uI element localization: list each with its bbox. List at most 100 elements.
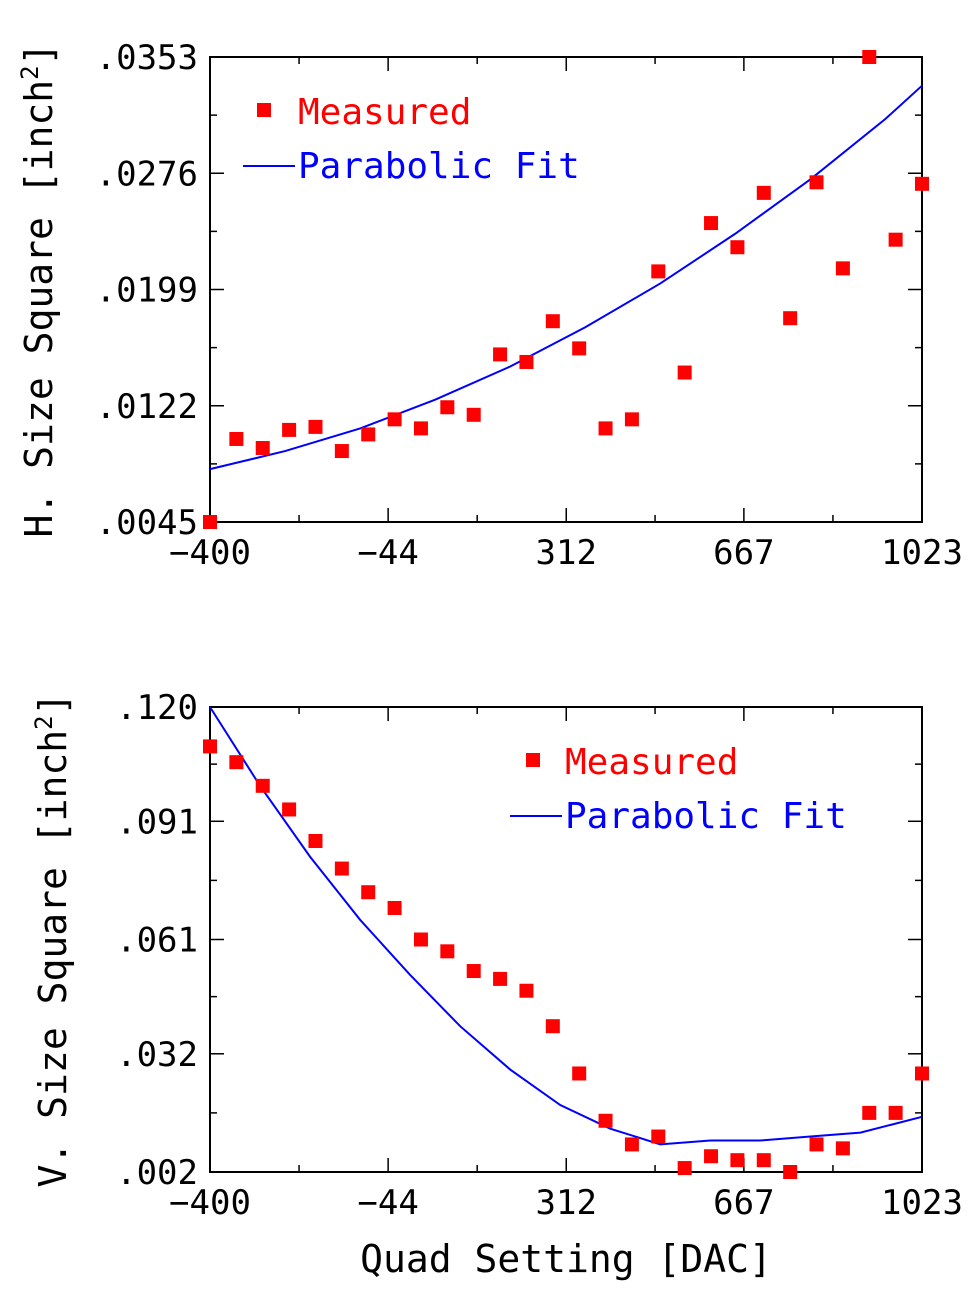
legend-measured-marker <box>257 103 271 117</box>
measured-point <box>888 1105 903 1120</box>
measured-point <box>308 833 323 848</box>
measured-point <box>440 400 455 415</box>
measured-point <box>730 240 745 255</box>
measured-point <box>862 50 877 64</box>
y-axis-label: H. Size Square [inch2] <box>16 43 61 538</box>
measured-point <box>862 1105 877 1120</box>
measured-point <box>915 176 929 191</box>
measured-series <box>203 50 929 529</box>
y-tick-label: .091 <box>116 802 198 842</box>
x-tick-label: −400 <box>169 1183 251 1223</box>
fit-series <box>209 84 923 471</box>
measured-point <box>413 932 428 947</box>
legend-fit-label: Parabolic Fit <box>298 146 580 187</box>
measured-point <box>545 314 560 329</box>
measured-point <box>493 347 508 362</box>
x-tick-label: 1023 <box>881 1183 963 1223</box>
measured-point <box>440 944 455 959</box>
x-tick-label: 312 <box>536 1183 597 1223</box>
x-tick-label: −400 <box>169 533 251 573</box>
measured-point <box>493 971 508 986</box>
measured-point <box>361 427 376 442</box>
fit-line <box>209 706 923 1146</box>
x-tick-label: 667 <box>713 1183 774 1223</box>
y-tick-labels: .0045 .0122 .0199 .0276 .0353 <box>96 38 198 543</box>
measured-point <box>835 1141 850 1156</box>
y-tick-label: .120 <box>116 688 198 728</box>
x-tick-labels: −400 −44 312 667 1023 <box>169 533 963 573</box>
measured-point <box>624 1137 639 1152</box>
y-tick-label: .0199 <box>96 271 198 311</box>
legend-measured-label: Measured <box>565 742 738 783</box>
measured-point <box>756 185 771 200</box>
axis-ticks <box>209 56 923 523</box>
y-tick-label: .0353 <box>96 38 198 78</box>
measured-point <box>572 1066 587 1081</box>
y-tick-labels: .002 .032 .061 .091 .120 <box>116 688 198 1193</box>
measured-point <box>334 861 349 876</box>
measured-point <box>677 365 692 380</box>
measured-point <box>677 1161 692 1176</box>
measured-point <box>572 341 587 356</box>
legend: Measured Parabolic Fit <box>243 92 580 187</box>
measured-point <box>519 983 534 998</box>
measured-point <box>783 311 798 326</box>
measured-point <box>783 1165 798 1179</box>
axis-ticks <box>209 706 923 1173</box>
panel-horizontal: .0045 .0122 .0199 .0276 .0353 −400 −44 312 667 1… <box>16 38 963 573</box>
measured-point <box>334 444 349 459</box>
measured-point <box>651 1129 666 1144</box>
measured-point <box>835 261 850 276</box>
measured-point <box>282 422 297 437</box>
measured-point <box>704 216 719 231</box>
measured-point <box>519 354 534 369</box>
y-tick-label: .061 <box>116 921 198 961</box>
y-tick-label: .032 <box>116 1035 198 1075</box>
measured-point <box>809 175 824 190</box>
fit-line <box>209 84 923 471</box>
legend-measured-label: Measured <box>298 92 471 133</box>
legend: Measured Parabolic Fit <box>510 742 847 837</box>
measured-point <box>888 232 903 247</box>
measured-point <box>203 739 217 754</box>
y-tick-label: .0045 <box>96 503 198 543</box>
measured-point <box>282 802 297 817</box>
x-tick-label: 312 <box>536 533 597 573</box>
measured-point <box>308 419 323 434</box>
measured-point <box>756 1153 771 1168</box>
x-axis-label: Quad Setting [DAC] <box>360 1237 772 1281</box>
measured-point <box>704 1149 719 1164</box>
x-tick-label: −44 <box>357 533 418 573</box>
measured-point <box>809 1137 824 1152</box>
measured-series <box>203 739 929 1179</box>
x-tick-labels: −400 −44 312 667 1023 <box>169 1183 963 1223</box>
measured-point <box>203 515 217 529</box>
measured-point <box>255 441 270 456</box>
measured-point <box>387 900 402 915</box>
y-tick-label: .002 <box>116 1153 198 1193</box>
legend-fit-label: Parabolic Fit <box>565 796 847 837</box>
measured-point <box>413 421 428 436</box>
panel-vertical: .002 .032 .061 .091 .120 −400 −44 312 667 1023 M… <box>30 688 963 1281</box>
x-tick-label: −44 <box>357 1183 418 1223</box>
y-tick-label: .0122 <box>96 387 198 427</box>
measured-point <box>229 755 244 770</box>
x-tick-label: 1023 <box>881 533 963 573</box>
measured-point <box>387 412 402 427</box>
measured-point <box>915 1066 929 1081</box>
measured-point <box>361 885 376 900</box>
legend-measured-marker <box>526 753 540 767</box>
measured-point <box>255 778 270 793</box>
measured-point <box>229 431 244 446</box>
measured-point <box>730 1153 745 1168</box>
measured-point <box>598 1113 613 1128</box>
measured-point <box>624 412 639 427</box>
x-tick-label: 667 <box>713 533 774 573</box>
measured-point <box>466 964 481 979</box>
measured-point <box>651 264 666 279</box>
y-axis-label: V. Size Square [inch2] <box>30 693 75 1188</box>
fit-series <box>209 706 923 1146</box>
measured-point <box>466 407 481 422</box>
y-tick-label: .0276 <box>96 154 198 194</box>
